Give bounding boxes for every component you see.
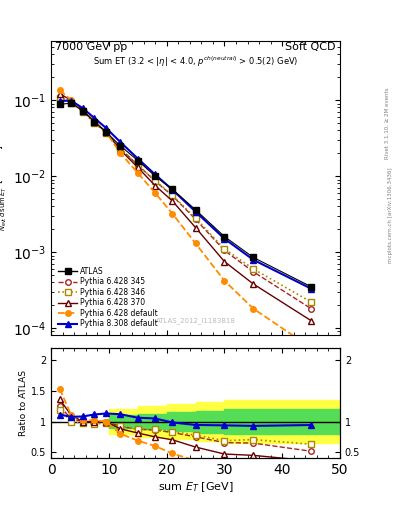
Text: ATLAS_2012_I1183818: ATLAS_2012_I1183818 bbox=[156, 317, 235, 324]
Y-axis label: Ratio to ATLAS: Ratio to ATLAS bbox=[19, 370, 28, 436]
Text: Soft QCD: Soft QCD bbox=[285, 42, 336, 52]
Legend: ATLAS, Pythia 6.428 345, Pythia 6.428 346, Pythia 6.428 370, Pythia 6.428 defaul: ATLAS, Pythia 6.428 345, Pythia 6.428 34… bbox=[55, 264, 161, 332]
Text: 7000 GeV pp: 7000 GeV pp bbox=[55, 42, 128, 52]
X-axis label: sum $E_T$ [GeV]: sum $E_T$ [GeV] bbox=[158, 480, 233, 494]
Text: mcplots.cern.ch [arXiv:1306.3436]: mcplots.cern.ch [arXiv:1306.3436] bbox=[387, 167, 393, 263]
Text: Sum ET (3.2 < $|\eta|$ < 4.0, $p^{ch(neutral)}$ > 0.5(2) GeV): Sum ET (3.2 < $|\eta|$ < 4.0, $p^{ch(neu… bbox=[93, 54, 298, 69]
Y-axis label: $\frac{1}{N_\mathrm{evt}}\frac{d\,N_\mathrm{evt}}{d\,\mathrm{sum}\,E_T}$ [GeV$^{: $\frac{1}{N_\mathrm{evt}}\frac{d\,N_\mat… bbox=[0, 145, 9, 231]
Text: Rivet 3.1.10, ≥ 2M events: Rivet 3.1.10, ≥ 2M events bbox=[385, 87, 390, 159]
